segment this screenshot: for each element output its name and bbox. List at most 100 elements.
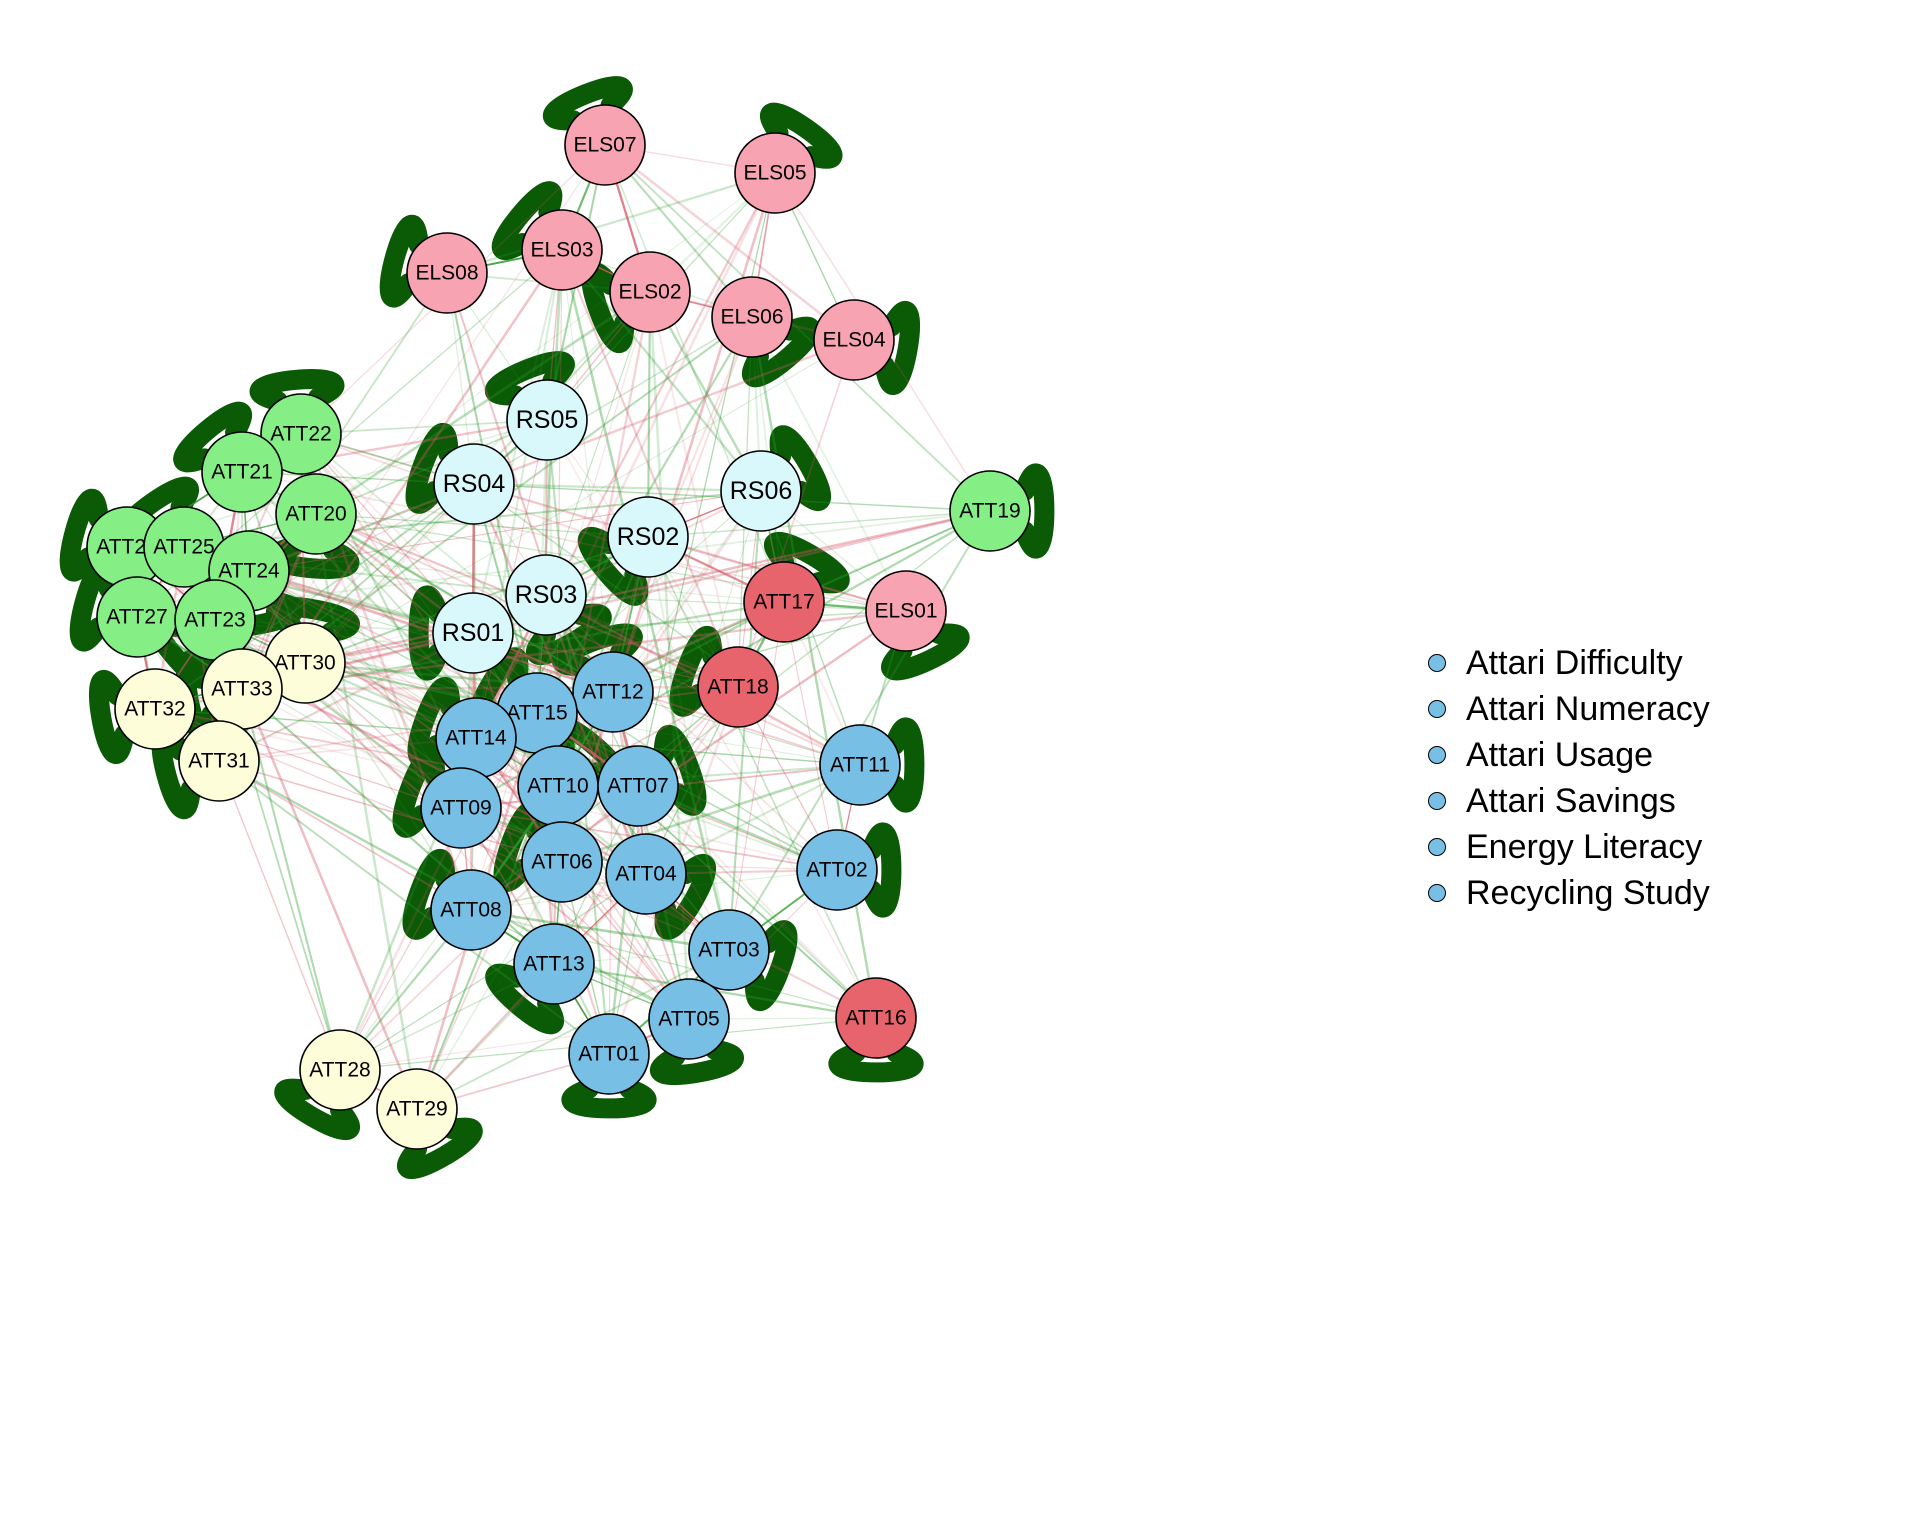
node-att01: ATT01 [568,1013,650,1095]
node-circle [114,668,196,750]
node-els04: ELS04 [813,299,895,381]
node-label: ATT17 [753,591,814,614]
edge-positive [241,471,991,512]
self-loop [402,849,456,940]
self-loop [491,181,563,260]
edge-negative [248,570,563,863]
node-circle [720,450,802,532]
edge-positive [473,316,753,485]
node-label: ELS02 [618,281,681,304]
edge-positive [535,249,564,714]
node-att02: ATT02 [796,829,878,911]
node-label: ATT06 [531,851,592,874]
node-circle [201,431,283,513]
edge-negative [248,570,538,714]
edge-negative [304,594,547,664]
node-att22: ATT22 [260,393,342,475]
node-att09: ATT09 [420,767,502,849]
edge-negative [475,737,730,951]
self-loop [881,623,970,681]
node-rs02: RS02 [607,496,689,578]
legend-label: Attari Usage [1466,735,1654,774]
edge-negative [218,737,477,762]
node-label: ELS03 [530,239,593,262]
node-els02: ELS02 [609,251,691,333]
self-loop [59,489,109,582]
node-label: RS04 [443,470,506,498]
node-label: ATT15 [506,702,567,725]
self-loop [274,1078,360,1141]
node-rs04: RS04 [433,443,515,525]
legend-dot [1428,746,1446,764]
node-circle [506,379,588,461]
node-att21: ATT21 [201,431,283,513]
node-att16: ATT16 [835,977,917,1059]
edge-positive [648,291,691,1020]
node-label: ATT12 [582,681,643,704]
node-att25: ATT25 [143,506,225,588]
edge-positive [637,785,877,1019]
node-label: ATT28 [309,1059,370,1082]
legend-item-attari-savings: Attari Savings [1428,778,1710,824]
node-circle [796,829,878,911]
node-els07: ELS07 [564,104,646,186]
edge-positive [751,316,907,612]
node-circle [260,393,342,475]
legend-dot [1428,838,1446,856]
node-label: RS05 [516,406,579,434]
node-label: ATT13 [523,953,584,976]
edge-positive [545,419,611,1055]
node-att14: ATT14 [435,697,517,779]
edge-positive [545,291,651,596]
node-att26: ATT26 [86,506,168,588]
self-loop [669,626,723,717]
edge-positive [647,536,877,1019]
node-circle [743,561,825,643]
edge-negative [300,433,877,1019]
node-label: ATT02 [806,859,867,882]
edge-negative [545,594,838,871]
node-circle [835,977,917,1059]
node-att31: ATT31 [178,720,260,802]
node-circle [420,767,502,849]
self-loop [764,531,850,594]
node-att23: ATT23 [174,579,256,661]
edge-positive [607,785,640,1055]
edge-positive [561,763,861,864]
node-label: ATT27 [106,606,167,629]
edge-positive [214,619,538,714]
edge-positive [637,510,991,787]
node-att04: ATT04 [605,833,687,915]
edge-negative [248,569,614,694]
node-att03: ATT03 [688,909,770,991]
node-label: ATT04 [615,863,677,886]
edge-positive [473,482,762,493]
node-circle [607,496,689,578]
node-circle [711,276,793,358]
node-label: ATT09 [430,797,491,820]
self-loop [874,300,920,395]
node-rs06: RS06 [720,450,802,532]
edge-positive [304,339,855,664]
node-circle [275,473,357,555]
node-label: RS03 [515,581,578,609]
node-circle [521,821,603,903]
edge-positive [315,513,877,1019]
node-label: ATT08 [440,899,501,922]
edge-negative [248,490,762,572]
edge-negative [728,601,785,951]
node-label: RS01 [442,619,505,647]
node-att05: ATT05 [648,978,730,1060]
edge-positive [646,536,731,951]
node-label: ATT24 [218,560,280,583]
edge-negative [546,419,877,1019]
edge-positive [646,291,652,538]
edge-negative [560,249,740,688]
edge-negative [315,513,861,766]
edge-negative [241,509,991,691]
legend-item-attari-usage: Attari Usage [1428,732,1710,778]
node-circle [430,869,512,951]
edge-positive [446,171,776,275]
edge-positive [561,249,614,693]
